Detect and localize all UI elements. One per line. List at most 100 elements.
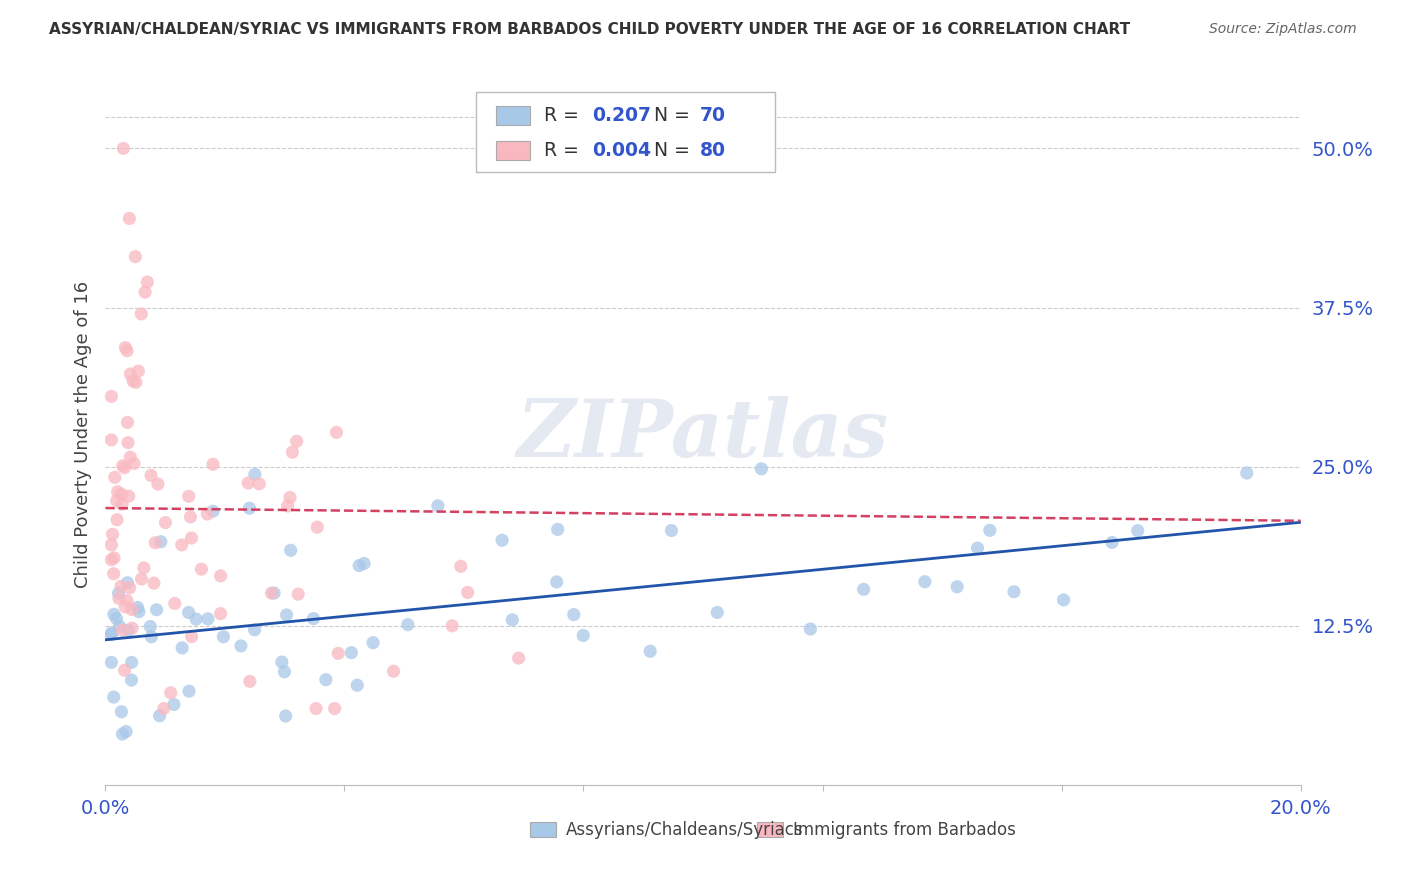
Point — [202, 504, 225, 518]
Point — [127, 364, 149, 378]
Point — [155, 516, 177, 530]
Point — [120, 450, 142, 465]
Point — [101, 527, 124, 541]
Point — [239, 674, 262, 689]
Point — [107, 484, 129, 499]
Point — [243, 467, 266, 482]
Y-axis label: Child Poverty Under the Age of 16: Child Poverty Under the Age of 16 — [73, 281, 91, 589]
Point — [457, 585, 479, 599]
Point — [110, 579, 132, 593]
Point — [323, 701, 346, 715]
Point — [124, 250, 146, 264]
Point — [547, 523, 569, 537]
Point — [104, 470, 127, 484]
Point — [562, 607, 585, 622]
Text: R =: R = — [544, 106, 585, 125]
Point — [273, 665, 295, 679]
Point — [661, 524, 683, 538]
Text: N =: N = — [643, 141, 696, 160]
Point — [281, 445, 304, 459]
Point — [450, 559, 472, 574]
Text: R =: R = — [544, 141, 585, 160]
Point — [122, 374, 145, 388]
Point — [117, 623, 139, 637]
Point — [508, 651, 530, 665]
Point — [118, 581, 141, 595]
Point — [396, 617, 419, 632]
Point — [121, 602, 143, 616]
Point — [197, 612, 219, 626]
Point — [247, 476, 270, 491]
Point — [177, 606, 200, 620]
Point — [229, 639, 252, 653]
Point — [325, 425, 347, 440]
Point — [751, 462, 773, 476]
Point — [132, 561, 155, 575]
Point — [134, 285, 156, 300]
Point — [142, 576, 165, 591]
Point — [209, 607, 232, 621]
Point — [111, 727, 134, 741]
Text: 80: 80 — [699, 141, 725, 160]
Point — [346, 678, 368, 692]
Point — [274, 709, 297, 723]
Point — [852, 582, 875, 597]
Point — [340, 646, 363, 660]
FancyBboxPatch shape — [530, 822, 555, 838]
Point — [238, 501, 260, 516]
Point — [141, 630, 163, 644]
Point — [914, 574, 936, 589]
Point — [328, 646, 350, 660]
Point — [111, 458, 134, 473]
Point — [149, 708, 172, 723]
Point — [186, 612, 208, 626]
Point — [105, 493, 128, 508]
Point — [441, 619, 464, 633]
Point — [103, 690, 125, 705]
Point — [172, 640, 194, 655]
Point — [287, 587, 309, 601]
Point — [276, 607, 298, 622]
Point — [280, 543, 302, 558]
Point — [122, 457, 145, 471]
Point — [114, 341, 136, 355]
Point — [302, 611, 325, 625]
Point — [382, 665, 405, 679]
Point — [103, 550, 125, 565]
Point — [105, 513, 128, 527]
Text: ASSYRIAN/CHALDEAN/SYRIAC VS IMMIGRANTS FROM BARBADOS CHILD POVERTY UNDER THE AGE: ASSYRIAN/CHALDEAN/SYRIAC VS IMMIGRANTS F… — [49, 22, 1130, 37]
Point — [946, 580, 969, 594]
Point — [1126, 524, 1149, 538]
Point — [118, 489, 141, 503]
Point — [285, 434, 308, 449]
Point — [115, 593, 138, 607]
Point — [799, 622, 821, 636]
Point — [114, 599, 136, 614]
Point — [121, 656, 143, 670]
Point — [121, 673, 143, 687]
Point — [111, 487, 134, 501]
Text: 70: 70 — [699, 106, 725, 125]
Point — [1101, 535, 1123, 549]
FancyBboxPatch shape — [496, 106, 530, 126]
Point — [177, 684, 200, 698]
Point — [117, 435, 139, 450]
Point — [159, 686, 181, 700]
Point — [125, 376, 148, 390]
Point — [966, 541, 988, 555]
Point — [145, 603, 167, 617]
Point — [136, 275, 159, 289]
Point — [307, 520, 329, 534]
Point — [115, 343, 138, 358]
Point — [111, 497, 134, 511]
Point — [143, 535, 166, 549]
Text: Source: ZipAtlas.com: Source: ZipAtlas.com — [1209, 22, 1357, 37]
Point — [100, 627, 122, 641]
Point — [1052, 593, 1074, 607]
Point — [139, 619, 162, 633]
Point — [149, 534, 172, 549]
Point — [100, 433, 122, 447]
Point — [100, 626, 122, 640]
Point — [243, 623, 266, 637]
Point — [546, 574, 568, 589]
